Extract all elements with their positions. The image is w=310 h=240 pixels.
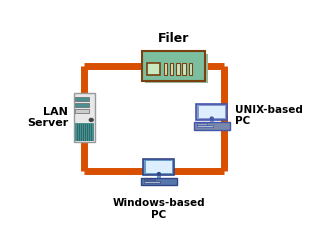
- Bar: [210, 119, 214, 122]
- Bar: [144, 181, 160, 183]
- Bar: [75, 123, 94, 141]
- Bar: [147, 63, 160, 75]
- Bar: [75, 103, 90, 107]
- Bar: [182, 63, 186, 75]
- Text: Windows-based
PC: Windows-based PC: [113, 198, 205, 220]
- Bar: [194, 122, 230, 130]
- Bar: [197, 125, 213, 127]
- Bar: [170, 63, 173, 75]
- Bar: [157, 174, 161, 178]
- Bar: [141, 178, 177, 185]
- Bar: [144, 179, 155, 180]
- Bar: [145, 54, 208, 83]
- Bar: [197, 123, 207, 125]
- Bar: [198, 106, 225, 118]
- Circle shape: [157, 173, 160, 175]
- Text: Filer: Filer: [157, 31, 189, 44]
- Circle shape: [89, 119, 93, 121]
- Circle shape: [210, 117, 213, 119]
- Bar: [75, 109, 90, 113]
- Bar: [75, 97, 90, 102]
- Bar: [74, 93, 95, 142]
- Text: UNIX-based
PC: UNIX-based PC: [235, 105, 303, 126]
- Bar: [143, 159, 175, 175]
- Text: LAN
Server: LAN Server: [27, 107, 68, 128]
- Bar: [146, 161, 172, 173]
- Bar: [189, 63, 192, 75]
- Bar: [142, 51, 205, 81]
- Bar: [196, 104, 227, 120]
- Bar: [164, 63, 167, 75]
- Bar: [176, 63, 179, 75]
